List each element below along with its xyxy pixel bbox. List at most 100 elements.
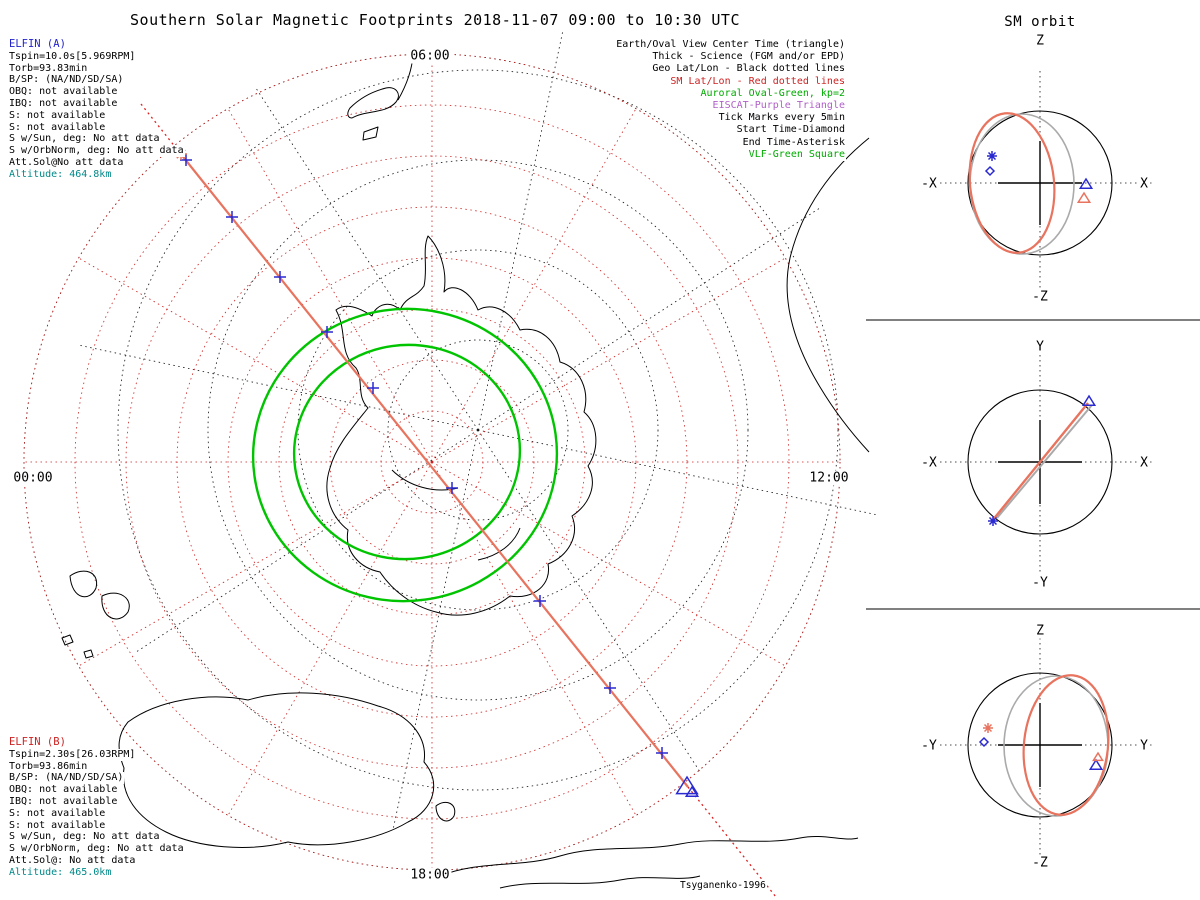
info-line: Tspin=2.30s[26.03RPM] — [8, 748, 137, 761]
asterisk-marker — [988, 516, 998, 526]
info-line: S w/OrbNorm, deg: No att data — [8, 145, 185, 157]
orbit3-axis-right: Y — [1138, 738, 1150, 754]
asterisk-marker — [987, 151, 997, 161]
info-line: S w/OrbNorm, deg: No att data — [8, 843, 185, 855]
geo-grid — [477, 207, 821, 431]
info-line: S w/Sun, deg: No att data — [8, 133, 161, 146]
info-line: OBQ: not available — [8, 784, 119, 796]
clock-label-left: 00:00 — [11, 470, 55, 486]
legend-item: Start Time-Diamond — [735, 124, 846, 137]
elfin-a-title: ELFIN (A) — [8, 38, 67, 51]
legend-item: Tick Marks every 5min — [717, 112, 846, 125]
orbit1-axis-left: -X — [919, 176, 939, 192]
info-line: S w/Sun, deg: No att data — [8, 831, 161, 844]
clock-label-bottom: 18:00 — [408, 867, 452, 883]
info-line: Att.Sol@No att data — [8, 156, 125, 169]
geo-grid — [78, 344, 479, 431]
orbit2-axis-top: Y — [1034, 339, 1046, 355]
info-line: S: not available — [8, 121, 107, 134]
info-line: Torb=93.83min — [8, 62, 89, 75]
coastline — [499, 875, 701, 889]
coastline — [347, 87, 399, 119]
coastline — [435, 801, 456, 822]
info-line-altitude: Altitude: 464.8km — [8, 168, 113, 181]
info-line: Tspin=10.0s[5.969RPM] — [8, 50, 137, 63]
legend-item: Earth/Oval View Center Time (triangle) — [615, 39, 846, 52]
geo-grid — [477, 30, 564, 431]
info-line: B/SP: (NA/ND/SD/SA) — [8, 772, 125, 785]
coastline — [326, 235, 597, 616]
orbit-trace — [991, 402, 1089, 522]
coastline — [439, 835, 859, 877]
elfin-b-title: ELFIN (B) — [8, 736, 67, 749]
orbit2-axis-bottom: -Y — [1030, 575, 1050, 591]
orbit-circle — [967, 110, 1113, 256]
sm-orbit-title: SM orbit — [1004, 14, 1076, 30]
legend-item: SM Lat/Lon - Red dotted lines — [669, 75, 846, 88]
sm-grid — [227, 461, 433, 816]
sm-grid — [278, 308, 586, 616]
plus-marker — [180, 154, 192, 166]
triangle-marker — [684, 785, 700, 797]
sm-grid — [431, 461, 786, 667]
diamond-marker — [984, 165, 996, 177]
plus-marker — [446, 482, 458, 494]
elfin-a-info: ELFIN (A) Tspin=10.0s[5.969RPM] Torb=93.… — [8, 38, 185, 181]
plot-legend: Earth/Oval View Center Time (triangle) T… — [615, 39, 846, 162]
sm-grid — [78, 257, 433, 463]
auroral-oval — [251, 307, 559, 603]
info-line: S: not available — [8, 807, 107, 820]
orbit3-axis-left: -Y — [919, 738, 939, 754]
info-line: S: not available — [8, 819, 107, 832]
orbit3-axis-bottom: -Z — [1030, 855, 1050, 871]
coastline — [61, 634, 74, 646]
orbit1-axis-top: Z — [1034, 33, 1046, 49]
sm-grid — [431, 461, 637, 816]
geo-grid — [207, 159, 749, 701]
orbit-crosshair — [998, 141, 1082, 225]
orbit2-axis-right: X — [1138, 455, 1150, 471]
model-label: Tsyganenko-1996 — [679, 880, 767, 893]
plus-marker — [321, 326, 333, 338]
sm-grid — [227, 257, 637, 667]
orbit3-axis-top: Z — [1034, 623, 1046, 639]
elfin-b-info: ELFIN (B) Tspin=2.30s[26.03RPM] Torb=93.… — [8, 736, 185, 879]
orbit2-axis-left: -X — [919, 455, 939, 471]
plus-marker — [226, 211, 238, 223]
info-line: IBQ: not available — [8, 795, 119, 808]
triangle-marker — [1076, 191, 1092, 203]
coastline — [477, 527, 521, 561]
coastline — [362, 126, 379, 141]
orbit1-axis-right: X — [1138, 176, 1150, 192]
sm-grid — [329, 359, 535, 565]
info-line: Torb=93.86min — [8, 760, 89, 773]
info-line: IBQ: not available — [8, 97, 119, 110]
plus-marker — [656, 747, 668, 759]
plus-marker — [274, 271, 286, 283]
geo-grid — [477, 429, 701, 773]
auroral-oval — [292, 343, 522, 561]
orbit-circle — [967, 389, 1113, 535]
coastline — [69, 570, 98, 598]
sm-grid — [227, 108, 433, 463]
orbit-trace — [996, 404, 1093, 519]
geo-grid — [392, 429, 479, 830]
legend-item: VLF-Green Square — [747, 148, 846, 162]
orbit-crosshair — [998, 703, 1082, 787]
geo-grid — [387, 339, 569, 521]
sm-grid — [431, 108, 637, 463]
sm-grid — [74, 104, 790, 820]
footprint-track-dotted — [687, 786, 777, 898]
legend-item: Auroral Oval-Green, kp=2 — [699, 87, 846, 101]
footprint-track-science — [179, 152, 689, 788]
orbit-trace — [1022, 674, 1110, 816]
info-line-altitude: Altitude: 465.0km — [8, 866, 113, 879]
geo-grid — [477, 429, 878, 516]
plus-marker — [367, 382, 379, 394]
triangle-marker — [1092, 751, 1104, 762]
sm-grid — [78, 461, 433, 667]
coastline — [786, 137, 870, 453]
plot-footer: Tsyganenko-1996 Created: Sun Jan 29 09:4… — [679, 842, 870, 900]
info-line: OBQ: not available — [8, 86, 119, 98]
info-line: B/SP: (NA/ND/SD/SA) — [8, 74, 125, 87]
